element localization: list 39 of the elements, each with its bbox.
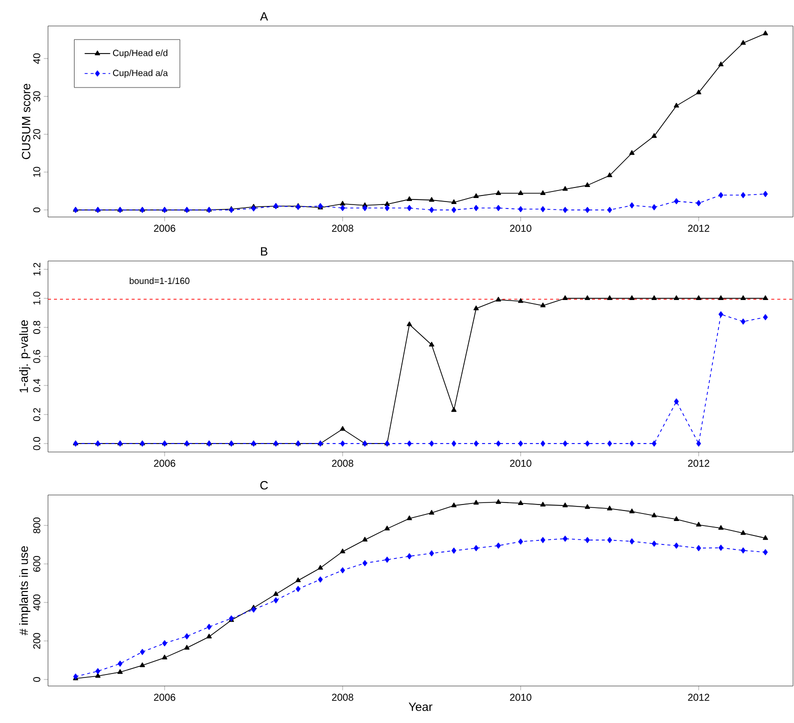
y-tick-label: 0.6 — [33, 350, 40, 363]
legend-label: Cup/Head a/a — [113, 70, 168, 78]
y-tick-label: 0 — [33, 208, 40, 212]
y-tick-label: 20 — [33, 129, 40, 140]
y-tick-label: 0.2 — [33, 408, 40, 422]
y-tick-label: 1.2 — [33, 262, 40, 276]
ref-line-label: bound=1-1/160 — [130, 277, 190, 284]
y-tick-label: 600 — [33, 556, 40, 572]
x-tick-label: 2006 — [154, 224, 176, 232]
y-tick-label: 200 — [33, 633, 40, 649]
x-tick-label: 2010 — [510, 224, 532, 232]
x-tick-label: 2012 — [688, 224, 710, 232]
x-axis-title: Year — [408, 702, 432, 711]
x-tick-label: 2012 — [688, 694, 710, 701]
y-tick-label: 30 — [33, 91, 40, 102]
x-tick-label: 2008 — [332, 694, 354, 701]
y-axis-title: CUSUM score — [22, 84, 30, 160]
x-tick-label: 2008 — [332, 224, 354, 232]
chart-title: B — [261, 247, 268, 256]
y-axis-title: 1-adj. p-value — [19, 320, 30, 392]
x-tick-label: 2006 — [154, 694, 176, 701]
x-tick-label: 2010 — [510, 460, 532, 467]
x-tick-label: 2008 — [332, 460, 354, 467]
y-tick-label: 40 — [33, 53, 40, 64]
chart-title: C — [260, 481, 268, 490]
y-tick-label: 1.0 — [33, 292, 40, 304]
chart-title: A — [260, 12, 268, 20]
y-tick-label: 800 — [33, 517, 40, 534]
y-tick-label: 400 — [33, 594, 40, 611]
y-tick-label: 0.8 — [33, 320, 40, 334]
x-tick-label: 2006 — [154, 460, 176, 467]
y-axis-title: # implants in use — [19, 546, 30, 636]
x-tick-label: 2010 — [510, 694, 532, 701]
y-tick-label: 0.0 — [33, 437, 40, 450]
y-tick-label: 0 — [33, 677, 40, 682]
x-tick-label: 2012 — [688, 460, 710, 467]
legend-label: Cup/Head e/d — [113, 50, 168, 58]
y-tick-label: 10 — [33, 166, 40, 177]
y-tick-label: 0.4 — [33, 378, 40, 392]
